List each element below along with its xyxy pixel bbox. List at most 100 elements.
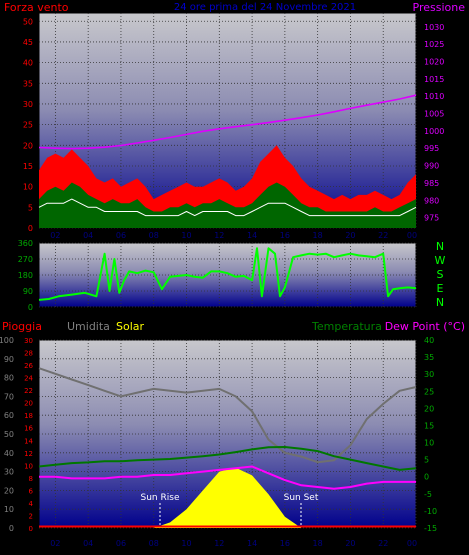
y-tick-label: 20 <box>424 404 434 413</box>
y-tick-label: 30 <box>23 100 33 109</box>
x-tick-label: 06 <box>116 539 126 548</box>
y-tick-label: 40 <box>424 336 434 345</box>
y-tick-label: 5 <box>28 203 33 212</box>
y-tick-label: 990 <box>424 162 439 171</box>
y-tick-label: 10 <box>24 462 33 470</box>
y-tick-label: 6 <box>29 487 34 495</box>
y-tick-label: 35 <box>424 353 434 362</box>
y-tick-label: 20 <box>24 400 33 408</box>
x-axis: 02 04 06 08 10 12 14 16 18 20 22 00 <box>50 539 417 548</box>
y-tick-label: 975 <box>424 214 439 223</box>
x-tick-label: 18 <box>313 231 323 240</box>
y-tick-label: 180 <box>18 271 33 280</box>
y-tick-label: 0 <box>424 473 429 482</box>
y-tick-label: 40 <box>4 449 14 458</box>
y-tick-label: 50 <box>4 430 14 439</box>
y-tick-label: 20 <box>23 141 33 150</box>
y-tick-label: 980 <box>424 196 439 205</box>
y-tick-label: 30 <box>424 370 434 379</box>
y-tick-label: 45 <box>23 38 33 47</box>
x-tick-label: 12 <box>214 539 224 548</box>
humidity-title: Umidita <box>67 320 110 333</box>
humidity-line <box>38 367 417 464</box>
x-tick-label: 08 <box>149 539 159 548</box>
y-tick-label: 2 <box>29 512 33 520</box>
temperature-line <box>38 446 417 471</box>
x-tick-label: 12 <box>214 231 224 240</box>
y-tick-label: 16 <box>24 425 33 433</box>
x-tick-label: 08 <box>149 231 159 240</box>
x-tick-label: 04 <box>83 539 93 548</box>
y-tick-label: 20 <box>4 486 14 495</box>
dewpoint-title: Dew Point (°C) <box>385 320 465 333</box>
y-tick-label: 0 <box>28 224 33 233</box>
y-tick-label: 5 <box>424 456 429 465</box>
y-tick-label: 40 <box>23 59 33 68</box>
y-tick-label: 985 <box>424 179 439 188</box>
series-group <box>38 94 417 228</box>
y-tick-label: -10 <box>424 507 437 516</box>
y-axis-left: 0 5 10 15 20 25 30 35 40 45 50 <box>23 17 33 233</box>
y-tick-label: 1030 <box>424 23 444 32</box>
x-tick-label: 00 <box>407 231 417 240</box>
y-tick-label: 1000 <box>424 127 444 136</box>
y-tick-label: -5 <box>424 490 432 499</box>
series-group <box>38 367 417 528</box>
x-tick-label: 04 <box>83 231 93 240</box>
compass-label: N <box>436 296 444 309</box>
y-tick-label: 10 <box>4 505 14 514</box>
y-tick-label: 22 <box>24 387 33 395</box>
annotations: Sun Rise Sun Set <box>141 493 319 527</box>
y-axis-temperature: -15 -10 -5 0 5 10 15 20 25 30 35 40 <box>424 336 437 533</box>
y-axis-right: 975 980 985 990 995 1000 1005 1010 1015 1020 1025 1… <box>424 23 444 223</box>
y-tick-label: 80 <box>4 374 14 383</box>
y-tick-label: 1005 <box>424 110 444 119</box>
y-axis-humidity: 0 10 20 30 40 50 60 70 80 90 100 <box>0 336 14 533</box>
y-tick-label: 8 <box>29 475 33 483</box>
y-tick-label: 14 <box>24 437 33 445</box>
x-tick-label: 22 <box>378 231 388 240</box>
y-tick-label: 24 <box>24 375 33 383</box>
y-tick-label: 1025 <box>424 40 444 49</box>
x-tick-label: 10 <box>181 231 191 240</box>
y-tick-label: 270 <box>18 255 33 264</box>
pressure-title: Pressione <box>413 1 466 14</box>
sunset-label: Sun Set <box>284 493 319 503</box>
solar-area <box>39 467 416 528</box>
y-tick-label: 25 <box>23 121 33 130</box>
y-tick-label: 12 <box>24 450 33 458</box>
y-tick-label: 26 <box>24 362 33 370</box>
y-tick-label: 0 <box>9 524 14 533</box>
compass-label: N <box>436 240 444 253</box>
wind-speed-line <box>38 198 417 217</box>
y-tick-label: 25 <box>424 387 434 396</box>
y-tick-label: 15 <box>424 421 434 430</box>
y-tick-label: 1010 <box>424 92 444 101</box>
rain-title: Pioggia <box>2 320 42 333</box>
y-tick-label: 18 <box>24 412 33 420</box>
x-tick-label: 14 <box>247 539 257 548</box>
y-tick-label: 35 <box>23 79 33 88</box>
y-tick-label: 30 <box>4 468 14 477</box>
plot-area <box>38 242 417 308</box>
temperature-title: Temperatura <box>311 320 382 333</box>
x-tick-label: 14 <box>247 231 257 240</box>
y-tick-label: 70 <box>4 392 14 401</box>
y-tick-label: -15 <box>424 524 437 533</box>
y-tick-label: 4 <box>29 500 34 508</box>
chart-subtitle: 24 ore prima del 24 Novembre 2021 <box>174 2 356 13</box>
x-tick-label: 10 <box>181 539 191 548</box>
compass-label: W <box>435 254 446 267</box>
y-tick-label: 360 <box>18 239 33 248</box>
sunrise-label: Sun Rise <box>141 493 180 503</box>
x-tick-label: 22 <box>378 539 388 548</box>
x-tick-label: 16 <box>280 231 290 240</box>
y-tick-label: 10 <box>23 183 33 192</box>
wind-direction-line <box>38 247 417 301</box>
y-tick-label: 90 <box>4 355 14 364</box>
y-tick-label: 90 <box>23 287 33 296</box>
